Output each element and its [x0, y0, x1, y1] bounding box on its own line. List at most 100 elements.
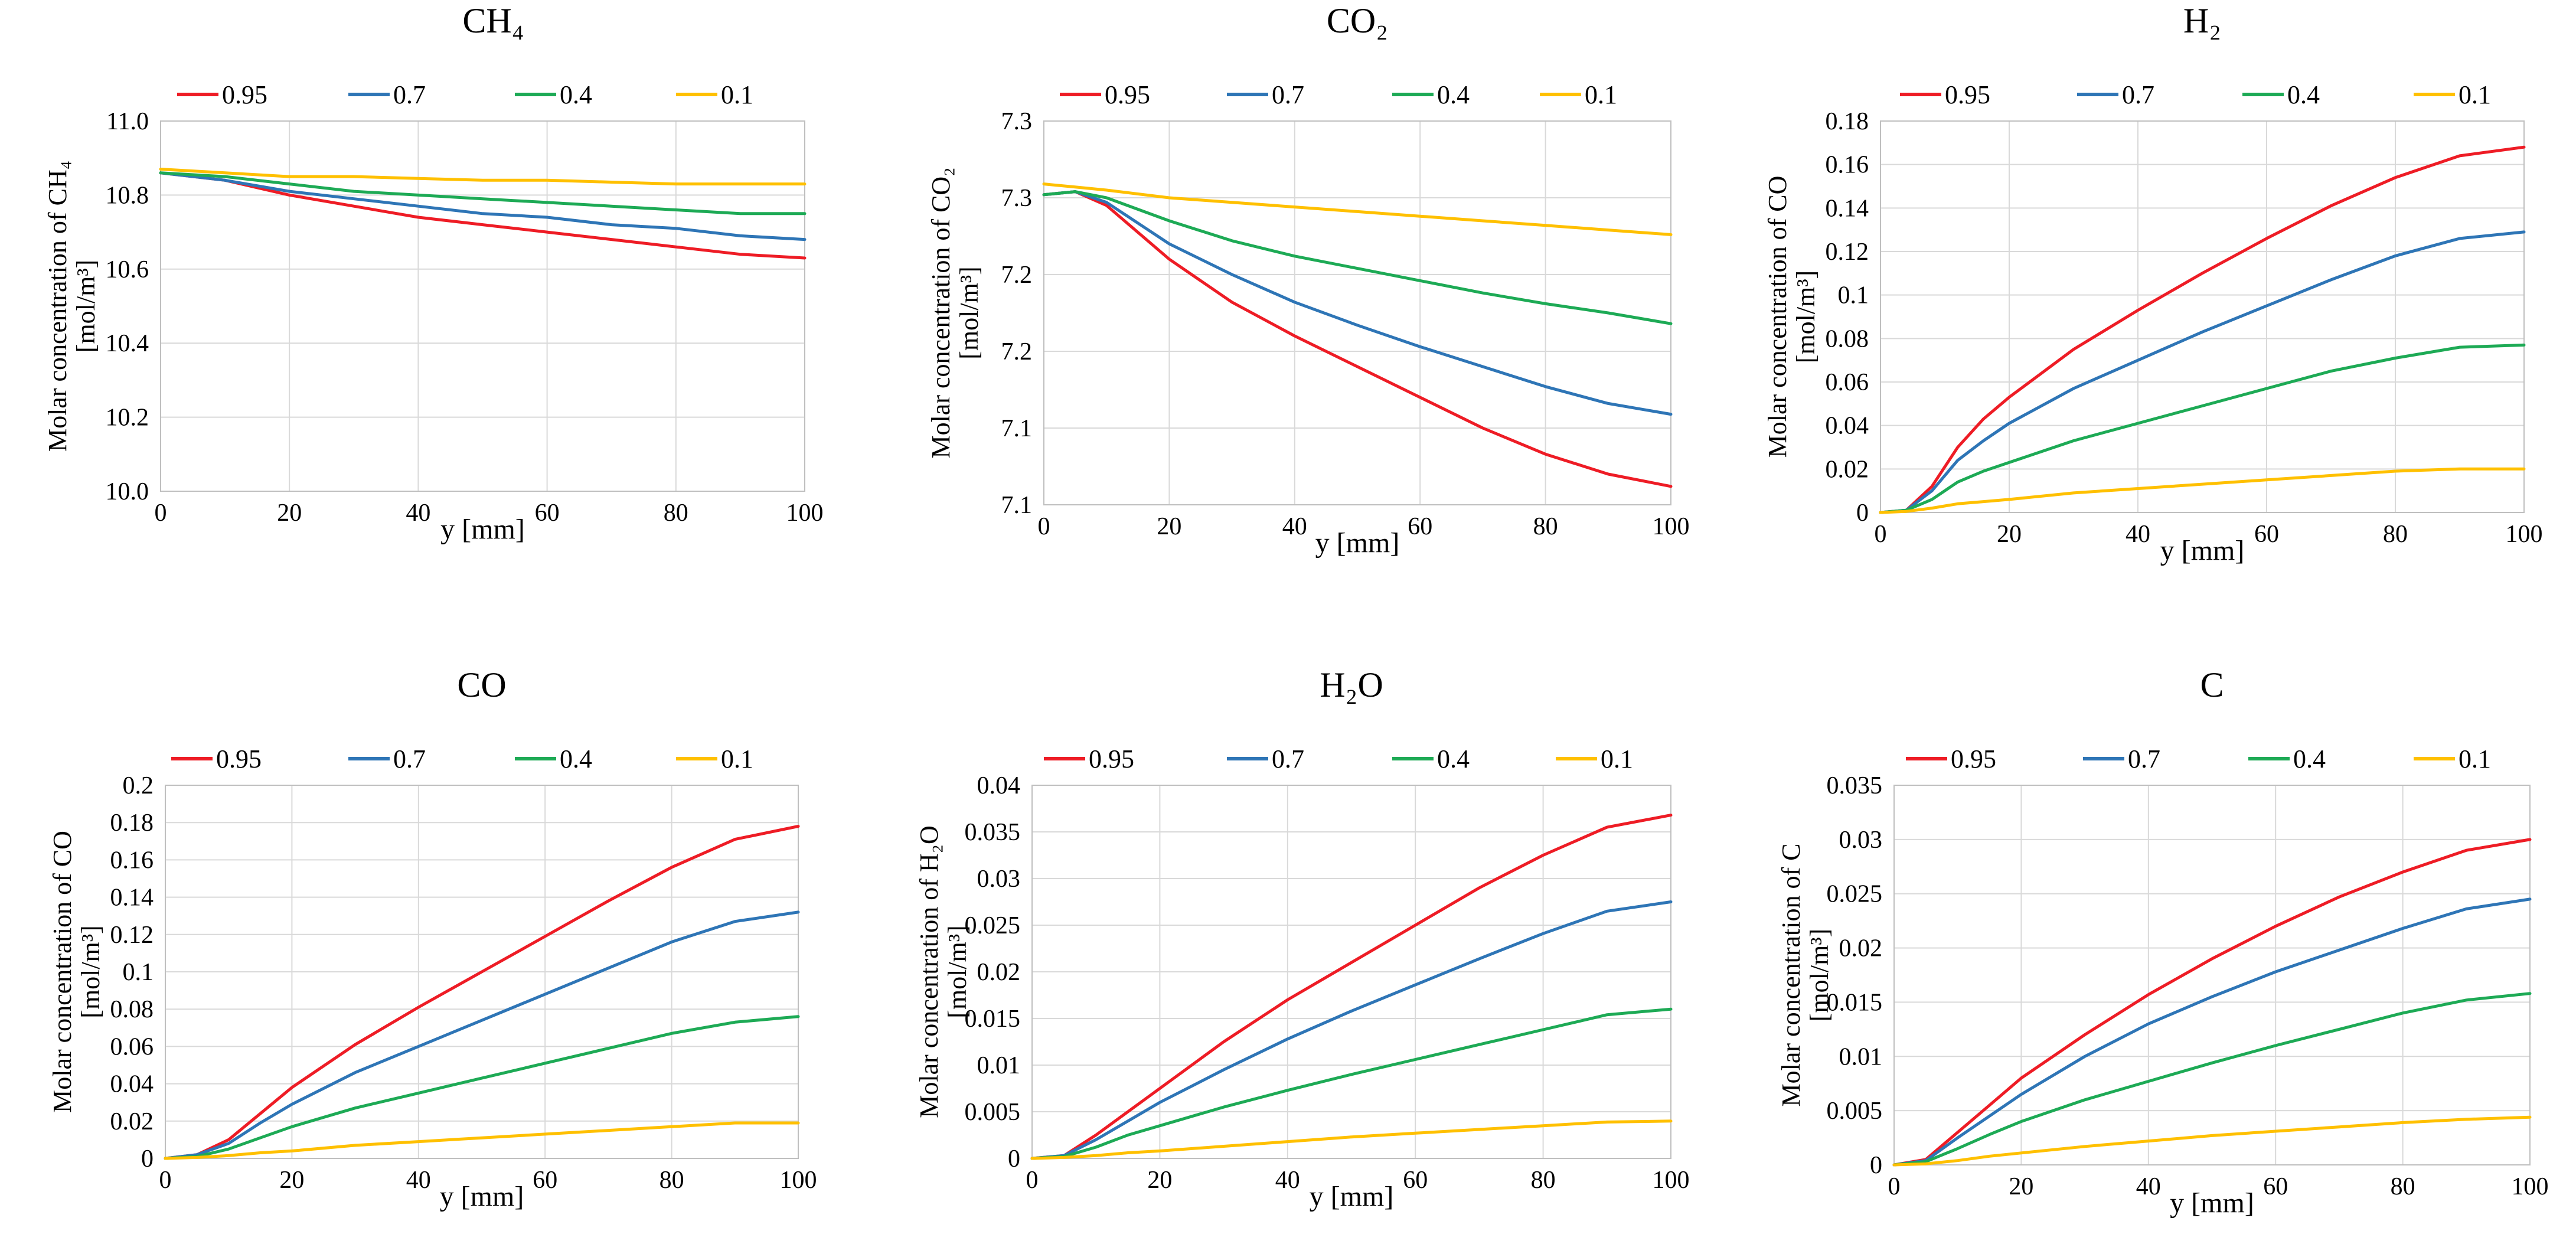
- ch4-legend-label: 0.4: [560, 80, 592, 109]
- co-ytick-label: 0.16: [110, 847, 154, 874]
- h2-plot-area: [1880, 120, 2525, 513]
- h2-y-axis-label: Molar concentration of CO: [1763, 176, 1792, 458]
- co2-legend-label: 0.4: [1437, 80, 1470, 109]
- h2o-series-01-line: [1030, 1119, 1673, 1160]
- h2o-ytick-label: 0.015: [965, 1005, 1021, 1033]
- h2o-ytick-label: 0.01: [977, 1052, 1021, 1079]
- co-ytick-label: 0.08: [110, 996, 154, 1023]
- c-xtick-label: 60: [2263, 1173, 2288, 1200]
- ch4-series-07-line: [159, 171, 807, 241]
- co2-legend-label: 0.7: [1272, 80, 1304, 109]
- co-ytick-label: 0.02: [110, 1108, 154, 1135]
- h2-ytick-label: 0.02: [1826, 456, 1869, 483]
- h2o-ytick-label: 0: [1008, 1145, 1020, 1173]
- co2-title: CO₂: [1327, 1, 1388, 40]
- ch4-legend-label: 0.7: [393, 80, 426, 109]
- ch4-plot-area: [160, 120, 805, 492]
- co-series-01-line: [164, 1121, 800, 1160]
- co-legend-label: 0.95: [216, 745, 262, 773]
- co-ytick-label: 0.06: [110, 1033, 154, 1060]
- h2o-y-axis-unit: [mol/m³]: [943, 925, 972, 1018]
- h2o-xtick-label: 20: [1147, 1167, 1172, 1194]
- h2o-ytick-label: 0.02: [977, 959, 1021, 986]
- c-plot-area: [1893, 785, 2531, 1165]
- c-ytick-label: 0.005: [1827, 1098, 1883, 1125]
- panel-h2o: H₂O 0 20 40 60 80 100 0 0.005 0.01 0.015 0.02 0.025 0…: [915, 665, 1690, 1212]
- co2-ytick-label: 7.2: [1001, 338, 1033, 365]
- h2o-xtick-label: 100: [1653, 1167, 1690, 1194]
- ch4-ytick-label: 10.4: [106, 330, 149, 357]
- c-ytick-label: 0: [1870, 1152, 1882, 1179]
- ch4-series-01-line: [159, 168, 807, 186]
- h2o-series-07-line: [1030, 900, 1673, 1160]
- h2o-xtick-label: 60: [1403, 1167, 1428, 1194]
- c-legend-label: 0.7: [2128, 745, 2160, 773]
- co2-ytick-label: 7.1: [1001, 492, 1033, 519]
- h2-ytick-label: 0.16: [1826, 152, 1869, 179]
- c-series-07-line: [1892, 897, 2532, 1167]
- co-series-07-line: [164, 910, 800, 1160]
- h2o-plot-area: [1031, 785, 1671, 1159]
- h2o-y-axis-label: Molar concentration of H₂O: [915, 825, 943, 1118]
- h2-ytick-label: 0.06: [1826, 369, 1869, 396]
- h2-title: H₂: [2183, 1, 2221, 40]
- ch4-ytick-label: 10.2: [106, 404, 149, 432]
- ch4-title: CH₄: [462, 1, 524, 40]
- c-y-axis-label: Molar concentration of C: [1777, 844, 1806, 1107]
- co2-xtick-label: 100: [1653, 513, 1690, 540]
- panel-co2: CO₂ 0 20 40 60 80 100 7.1 7.1 7.2 7.2 7.3 7.3 y [mm] M…: [926, 1, 1690, 559]
- h2-xtick-label: 0: [1875, 521, 1887, 548]
- co2-series-095-line: [1042, 190, 1673, 488]
- h2o-ytick-label: 0.03: [977, 866, 1021, 893]
- h2o-legend-label: 0.4: [1437, 745, 1470, 773]
- c-title: C: [2200, 665, 2224, 704]
- c-ytick-label: 0.03: [1839, 827, 1883, 854]
- h2o-title: H₂O: [1320, 665, 1383, 704]
- h2-legend-label: 0.7: [2122, 80, 2154, 109]
- co2-xtick-label: 20: [1157, 513, 1181, 540]
- h2o-x-axis-label: y [mm]: [1310, 1181, 1394, 1212]
- ch4-ytick-label: 10.8: [106, 182, 149, 209]
- h2-ytick-label: 0.12: [1826, 239, 1869, 266]
- panel-ch4: CH₄ 0 20 40 60 80 100 10.0 10.2 10.4 10.6 10.8 11.0 y…: [43, 1, 824, 545]
- h2-ytick-label: 0.14: [1826, 195, 1869, 222]
- co-xtick-label: 100: [780, 1167, 817, 1194]
- c-ytick-label: 0.025: [1827, 881, 1883, 908]
- h2o-legend-label: 0.7: [1272, 745, 1304, 773]
- co2-series-07-line: [1042, 190, 1673, 416]
- co-y-axis-label: Molar concentration of CO: [48, 831, 77, 1113]
- h2-ytick-label: 0.1: [1838, 282, 1869, 309]
- h2-series-01-line: [1879, 467, 2526, 514]
- ch4-xtick-label: 80: [664, 499, 688, 527]
- c-xtick-label: 80: [2391, 1173, 2415, 1200]
- h2-series-04-line: [1879, 343, 2526, 514]
- h2-xtick-label: 80: [2383, 521, 2408, 548]
- h2o-xtick-label: 80: [1531, 1167, 1556, 1194]
- h2o-ytick-label: 0.005: [965, 1099, 1021, 1126]
- co2-ytick-label: 7.3: [1001, 108, 1033, 135]
- c-xtick-label: 0: [1888, 1173, 1901, 1200]
- co2-ytick-label: 7.3: [1001, 185, 1033, 212]
- co2-legend-label: 0.95: [1105, 80, 1150, 109]
- c-xtick-label: 20: [2009, 1173, 2033, 1200]
- c-x-axis-label: y [mm]: [2170, 1187, 2254, 1219]
- h2-series-07-line: [1879, 230, 2526, 514]
- h2o-legend-label: 0.1: [1601, 745, 1633, 773]
- co2-ytick-label: 7.2: [1001, 262, 1033, 289]
- h2-legend-label: 0.4: [2287, 80, 2320, 109]
- c-y-axis-unit: [mol/m³]: [1805, 929, 1834, 1021]
- co2-legend-label: 0.1: [1585, 80, 1617, 109]
- h2o-ytick-label: 0.04: [977, 772, 1021, 799]
- co-xtick-label: 60: [533, 1167, 557, 1194]
- h2o-xtick-label: 0: [1026, 1167, 1039, 1194]
- h2-xtick-label: 40: [2126, 521, 2150, 548]
- co-ytick-label: 0.14: [110, 884, 154, 912]
- c-ytick-label: 0.035: [1827, 772, 1883, 799]
- c-series-095-line: [1892, 838, 2532, 1167]
- co2-ytick-label: 7.1: [1001, 415, 1033, 442]
- panel-c: C 0 20 40 60 80 100 0 0.005 0.01 0.015 0.02 0.025 0.0…: [1777, 665, 2549, 1219]
- co-legend-label: 0.4: [560, 745, 592, 773]
- h2-y-axis-unit: [mol/m³]: [1791, 270, 1820, 363]
- h2-ytick-label: 0.04: [1826, 413, 1869, 440]
